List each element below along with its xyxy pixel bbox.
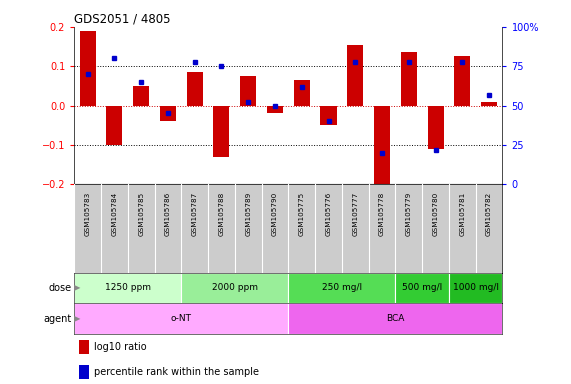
Text: GSM105786: GSM105786 — [165, 191, 171, 236]
Bar — [395, 273, 449, 303]
Text: GSM105776: GSM105776 — [325, 191, 332, 236]
Text: 250 mg/l: 250 mg/l — [322, 283, 362, 293]
Bar — [449, 273, 502, 303]
Bar — [481, 102, 497, 106]
Bar — [455, 56, 471, 106]
Text: 500 mg/l: 500 mg/l — [402, 283, 443, 293]
Text: ▶: ▶ — [74, 283, 81, 293]
Text: agent: agent — [43, 314, 71, 324]
Bar — [74, 303, 288, 334]
Text: log10 ratio: log10 ratio — [94, 342, 146, 352]
Bar — [320, 106, 336, 125]
Text: GSM105775: GSM105775 — [299, 191, 305, 236]
Text: GSM105784: GSM105784 — [111, 191, 118, 236]
Text: 1000 mg/l: 1000 mg/l — [453, 283, 498, 293]
Bar — [79, 365, 89, 379]
Bar — [79, 340, 89, 354]
Text: GSM105787: GSM105787 — [192, 191, 198, 236]
Bar — [182, 273, 288, 303]
Text: dose: dose — [49, 283, 71, 293]
Text: o-NT: o-NT — [171, 314, 192, 323]
Text: 1250 ppm: 1250 ppm — [104, 283, 151, 293]
Bar — [288, 273, 395, 303]
Bar — [401, 53, 417, 106]
Text: 2000 ppm: 2000 ppm — [212, 283, 258, 293]
Text: GSM105779: GSM105779 — [406, 191, 412, 236]
Bar — [267, 106, 283, 114]
Text: GSM105782: GSM105782 — [486, 191, 492, 236]
Bar — [106, 106, 122, 145]
Text: GSM105778: GSM105778 — [379, 191, 385, 236]
Text: percentile rank within the sample: percentile rank within the sample — [94, 367, 259, 377]
Text: GSM105777: GSM105777 — [352, 191, 358, 236]
Text: GSM105780: GSM105780 — [433, 191, 439, 236]
Bar — [293, 80, 309, 106]
Bar — [133, 86, 149, 106]
Bar — [160, 106, 176, 121]
Text: GSM105783: GSM105783 — [85, 191, 91, 236]
Text: ▶: ▶ — [74, 314, 81, 323]
Bar — [214, 106, 230, 157]
Text: BCA: BCA — [386, 314, 405, 323]
Bar — [240, 76, 256, 106]
Text: GDS2051 / 4805: GDS2051 / 4805 — [74, 13, 171, 26]
Bar — [428, 106, 444, 149]
Bar — [288, 303, 502, 334]
Bar — [187, 72, 203, 106]
Bar — [374, 106, 390, 184]
Text: GSM105790: GSM105790 — [272, 191, 278, 236]
Text: GSM105781: GSM105781 — [459, 191, 465, 236]
Bar — [79, 31, 96, 106]
Bar — [74, 273, 182, 303]
Bar — [347, 45, 363, 106]
Text: GSM105788: GSM105788 — [219, 191, 224, 236]
Text: GSM105789: GSM105789 — [245, 191, 251, 236]
Text: GSM105785: GSM105785 — [138, 191, 144, 236]
